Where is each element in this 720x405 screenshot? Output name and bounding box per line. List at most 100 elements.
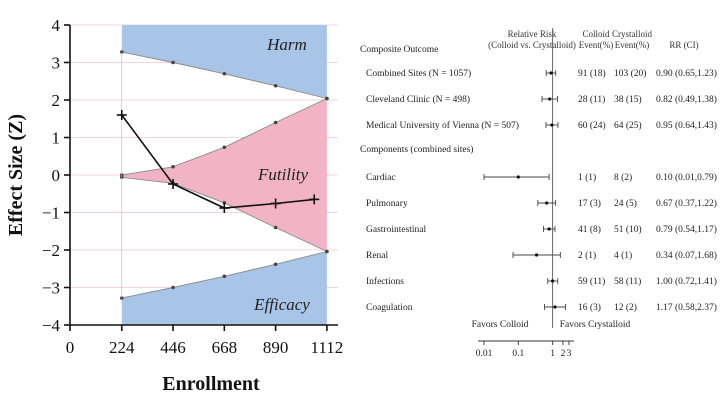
rr-point-4 bbox=[545, 201, 549, 205]
y-tick-label-4: 0 bbox=[52, 166, 61, 185]
rr-point-0 bbox=[549, 71, 553, 75]
row-crystalloid-2: 64 (25) bbox=[614, 120, 642, 131]
row-crystalloid-3: 8 (2) bbox=[614, 172, 632, 183]
row-crystalloid-6: 4 (1) bbox=[614, 250, 632, 261]
row-rr-ci-6: 0.34 (0.07,1.68) bbox=[656, 250, 717, 261]
z-point-1 bbox=[168, 179, 179, 189]
z-point-2 bbox=[219, 203, 230, 213]
header-crystalloid-line-1: Event(%) bbox=[615, 40, 649, 50]
x-tick-label-3: 668 bbox=[212, 338, 238, 357]
y-tick-label-6: 2 bbox=[52, 91, 61, 110]
row-colloid-0: 91 (18) bbox=[578, 68, 606, 79]
row-crystalloid-7: 58 (11) bbox=[614, 276, 641, 287]
row-rr-ci-5: 0.79 (0.54,1.17) bbox=[656, 224, 717, 235]
row-colloid-2: 60 (24) bbox=[578, 120, 606, 131]
y-tick-label-5: 1 bbox=[52, 129, 61, 148]
z-point-4 bbox=[309, 194, 320, 205]
row-colloid-8: 16 (3) bbox=[578, 302, 601, 313]
row-label-1: Cleveland Clinic (N = 498) bbox=[366, 94, 470, 105]
header-colloid-line-0: Colloid bbox=[582, 29, 610, 39]
rr-point-5 bbox=[547, 227, 551, 231]
row-rr-ci-2: 0.95 (0.64,1.43) bbox=[656, 120, 717, 131]
region-label-futility: Futility bbox=[257, 165, 309, 184]
row-label-8: Coagulation bbox=[366, 303, 413, 313]
boundary-dot-futility_lower-2 bbox=[222, 200, 227, 205]
header-rr-ci: RR (CI) bbox=[669, 40, 698, 50]
boundary-dot-futility_upper-2 bbox=[222, 145, 227, 150]
forest-x-tick-label-0: 0.01 bbox=[476, 349, 493, 359]
row-label-5: Gastrointestinal bbox=[366, 225, 427, 235]
rr-point-7 bbox=[551, 279, 555, 283]
x-tick-label-0: 0 bbox=[66, 338, 75, 357]
rr-point-2 bbox=[550, 123, 554, 127]
boundary-dot-efficacy_lower-1 bbox=[171, 285, 175, 290]
boundary-dot-efficacy_lower-2 bbox=[222, 274, 227, 279]
row-label-0: Combined Sites (N = 1057) bbox=[366, 68, 471, 79]
y-tick-label-8: 4 bbox=[52, 16, 61, 35]
boundary-dot-efficacy_lower-4 bbox=[325, 249, 329, 254]
header-relative-risk-line-0: Relative Risk bbox=[508, 29, 557, 39]
z-point-0 bbox=[116, 110, 127, 120]
row-rr-ci-4: 0.67 (0.37,1.22) bbox=[656, 198, 717, 209]
y-tick-label-1: −3 bbox=[42, 279, 60, 298]
row-crystalloid-5: 51 (10) bbox=[614, 224, 642, 235]
boundary-dot-futility_upper-4 bbox=[325, 96, 329, 101]
header-colloid-line-1: Event(%) bbox=[579, 40, 613, 50]
row-label-7: Infections bbox=[366, 276, 404, 287]
row-crystalloid-8: 12 (2) bbox=[614, 302, 637, 313]
row-rr-ci-7: 1.00 (0.72,1.41) bbox=[656, 276, 717, 287]
row-colloid-7: 59 (11) bbox=[578, 276, 605, 287]
futility-region bbox=[121, 98, 327, 252]
x-tick-label-1: 224 bbox=[109, 338, 135, 357]
row-rr-ci-0: 0.90 (0.65,1.23) bbox=[656, 68, 717, 79]
rr-point-1 bbox=[548, 97, 552, 101]
row-colloid-1: 28 (11) bbox=[578, 94, 605, 105]
boundary-dot-futility_upper-1 bbox=[171, 164, 175, 169]
forest-x-tick-label-3: 2 bbox=[561, 349, 566, 359]
forest-x-tick-label-1: 0.1 bbox=[512, 349, 524, 359]
section-composite-outcome: Composite Outcome bbox=[360, 45, 438, 55]
y-tick-label-3: −1 bbox=[42, 204, 60, 223]
row-colloid-4: 17 (3) bbox=[578, 198, 601, 209]
row-label-6: Renal bbox=[366, 251, 389, 261]
boundary-dot-futility_lower-3 bbox=[273, 225, 278, 230]
header-colloid: Colloid Event(%) bbox=[579, 29, 613, 50]
boundary-dot-harm_upper-2 bbox=[222, 71, 227, 76]
rr-point-3 bbox=[516, 175, 520, 179]
favors-colloid-label: Favors Colloid bbox=[472, 320, 529, 330]
x-tick-label-4: 890 bbox=[263, 338, 289, 357]
row-colloid-3: 1 (1) bbox=[578, 172, 596, 183]
rr-point-6 bbox=[534, 253, 539, 257]
x-tick-label-5: 1112 bbox=[311, 338, 344, 357]
region-label-harm: Harm bbox=[266, 35, 307, 54]
forest-x-tick-label-4: 3 bbox=[567, 349, 572, 359]
harm-region bbox=[121, 25, 327, 99]
row-colloid-6: 2 (1) bbox=[578, 250, 596, 261]
efficacy-region bbox=[121, 251, 327, 325]
forest-x-tick-label-2: 1 bbox=[550, 349, 555, 359]
row-rr-ci-8: 1.17 (0.58,2.37) bbox=[656, 302, 717, 313]
boundary-dot-futility_upper-3 bbox=[273, 120, 278, 125]
boundary-dot-harm_upper-3 bbox=[273, 83, 278, 88]
favors-crystalloid-label: Favors Crystalloid bbox=[560, 320, 631, 330]
row-crystalloid-0: 103 (20) bbox=[614, 68, 646, 79]
header-relative-risk-line-1: (Colloid vs. Crystalloid) bbox=[488, 40, 576, 50]
row-rr-ci-1: 0.82 (0.49,1.38) bbox=[656, 94, 717, 105]
row-colloid-5: 41 (8) bbox=[578, 224, 601, 235]
header-crystalloid: Crystalloid Event(%) bbox=[612, 29, 652, 50]
row-label-4: Pulmonary bbox=[366, 199, 408, 209]
region-label-efficacy: Efficacy bbox=[253, 295, 310, 314]
row-crystalloid-1: 38 (15) bbox=[614, 94, 642, 105]
row-rr-ci-3: 0.10 (0.01,0.79) bbox=[656, 172, 717, 183]
rr-point-8 bbox=[553, 305, 557, 309]
boundary-dot-harm_upper-1 bbox=[171, 60, 175, 65]
x-axis-title: Enrollment bbox=[162, 373, 260, 395]
section-components: Components (combined sites) bbox=[360, 144, 473, 155]
y-tick-label-7: 3 bbox=[52, 54, 61, 73]
header-relative-risk: Relative Risk (Colloid vs. Crystalloid) bbox=[488, 29, 576, 50]
y-tick-label-2: −2 bbox=[42, 241, 60, 260]
row-label-3: Cardiac bbox=[366, 173, 396, 183]
boundary-dot-efficacy_lower-3 bbox=[273, 262, 278, 267]
row-crystalloid-4: 24 (5) bbox=[614, 198, 637, 209]
